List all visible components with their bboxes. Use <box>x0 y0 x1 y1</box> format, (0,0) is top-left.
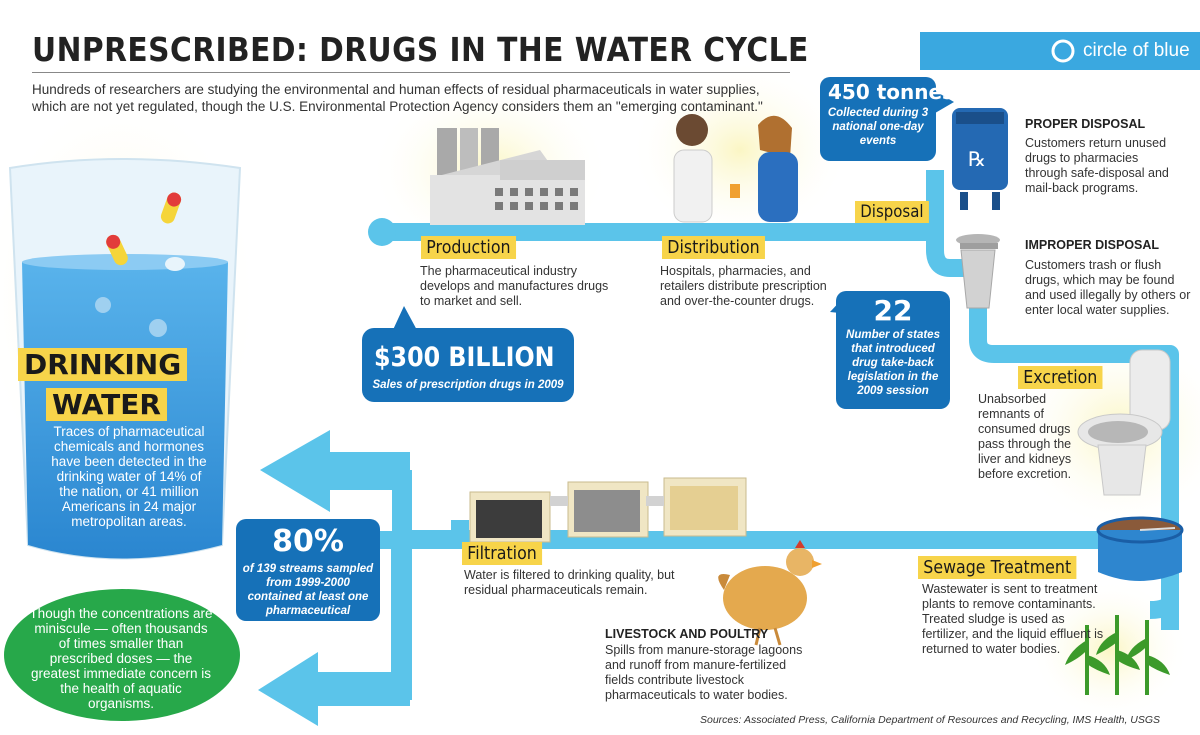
circle-logo-icon <box>1051 39 1075 63</box>
trash-can-illustration <box>956 234 1000 309</box>
corn-illustration <box>1065 615 1170 695</box>
factory-illustration <box>430 128 585 225</box>
brand-bar <box>920 32 1200 70</box>
toilet-illustration <box>1077 349 1171 496</box>
sales-caption: Sales of prescription drugs in 2009 <box>372 379 564 391</box>
distribution-label: Distribution <box>662 236 765 259</box>
improper-disposal-heading: IMPROPER DISPOSAL <box>1025 238 1160 252</box>
streams-caption: of 139 streams sampled from 1999-2000 co… <box>242 563 374 617</box>
green-bubble-shape <box>4 589 240 721</box>
livestock-text: Spills from manure-storage lagoons and r… <box>605 643 803 702</box>
filtration-label: Filtration <box>462 542 543 565</box>
excretion-text: Unabsorbed remnants of consumed drugs pa… <box>978 392 1072 481</box>
tonnes-value: 450 tonnes <box>828 80 954 104</box>
improper-disposal-text: Customers trash or flush drugs, which ma… <box>1025 258 1191 317</box>
drinking-label-line1: DRINKING <box>18 348 188 381</box>
states-caption: Number of states that introduced drug ta… <box>846 329 940 397</box>
proper-disposal-heading: PROPER DISPOSAL <box>1025 117 1146 131</box>
proper-disposal-text: Customers return unused drugs to pharmac… <box>1025 136 1169 195</box>
states-value: 22 <box>873 294 913 327</box>
chicken-illustration <box>718 540 822 646</box>
production-label: Production <box>421 236 516 259</box>
excretion-label: Excretion <box>1018 366 1103 389</box>
sewage-tank-illustration <box>1096 516 1184 581</box>
production-text: The pharmaceutical industry develops and… <box>420 264 609 308</box>
page-title: UNPRESCRIBED: DRUGS IN THE WATER CYCLE <box>32 30 809 69</box>
livestock-heading: LIVESTOCK AND POULTRY <box>605 627 769 641</box>
stat-bubbles <box>236 77 954 621</box>
sources-note: Sources: Associated Press, California De… <box>700 714 1161 726</box>
pipe-left-link <box>392 470 412 700</box>
streams-value: 80% <box>272 524 344 559</box>
sewage-treatment-text: Wastewater is sent to treatment plants t… <box>922 582 1104 656</box>
intro-text: Hundreds of researchers are studying the… <box>32 82 763 114</box>
tonnes-caption: Collected during 3 national one-day even… <box>827 107 929 147</box>
pharmacist-customer-illustration <box>673 114 798 223</box>
brand-name: circle of blue <box>1083 40 1190 61</box>
green-bubble-text: Though the concentrations are miniscule … <box>29 606 213 711</box>
drinking-water-text: Traces of pharmaceutical chemicals and h… <box>51 424 207 529</box>
return-arrow-lower <box>258 652 410 726</box>
mailbox-illustration: ℞ <box>952 108 1008 210</box>
svg-text:℞: ℞ <box>968 147 986 171</box>
pipe-start-cap <box>368 218 396 246</box>
disposal-label: Disposal <box>855 201 929 223</box>
distribution-text: Hospitals, pharmacies, and retailers dis… <box>660 264 827 308</box>
drinking-label-line2: WATER <box>46 388 167 421</box>
filtration-tanks-illustration <box>469 477 747 543</box>
filtration-text: Water is filtered to drinking quality, b… <box>464 568 675 597</box>
sales-value: $300 BILLION <box>374 342 555 373</box>
title-divider <box>32 72 790 73</box>
sewage-treatment-label: Sewage Treatment <box>918 556 1077 579</box>
pill-illustrations <box>95 192 185 337</box>
